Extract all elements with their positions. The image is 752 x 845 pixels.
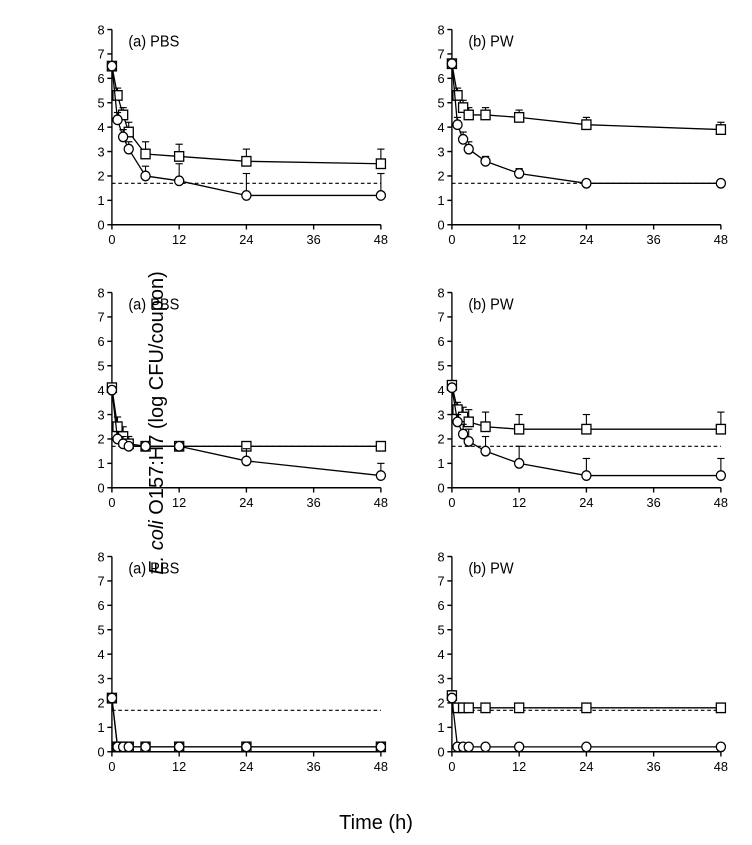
svg-text:(a) PBS: (a) PBS [128, 561, 179, 577]
svg-text:48: 48 [374, 232, 388, 247]
svg-text:6: 6 [98, 71, 105, 86]
svg-text:24: 24 [239, 758, 253, 773]
chart-panel-r3c1: 012345678012243648(a) PBS [80, 547, 390, 780]
svg-text:5: 5 [438, 95, 445, 110]
svg-text:0: 0 [98, 744, 105, 759]
svg-text:3: 3 [98, 144, 105, 159]
svg-text:24: 24 [579, 495, 593, 510]
svg-text:36: 36 [647, 758, 661, 773]
svg-text:12: 12 [172, 758, 186, 773]
svg-text:(b) PW: (b) PW [468, 298, 514, 314]
svg-text:7: 7 [438, 46, 445, 61]
svg-text:3: 3 [98, 407, 105, 422]
svg-text:12: 12 [512, 232, 526, 247]
svg-text:5: 5 [438, 359, 445, 374]
svg-text:2: 2 [438, 695, 445, 710]
svg-text:2: 2 [98, 168, 105, 183]
svg-text:0: 0 [108, 758, 115, 773]
svg-text:6: 6 [98, 334, 105, 349]
svg-text:3: 3 [438, 671, 445, 686]
svg-text:6: 6 [438, 334, 445, 349]
svg-text:8: 8 [98, 285, 105, 300]
svg-text:12: 12 [512, 758, 526, 773]
svg-text:24: 24 [579, 232, 593, 247]
svg-text:0: 0 [98, 481, 105, 496]
svg-text:4: 4 [438, 383, 445, 398]
svg-text:4: 4 [98, 120, 105, 135]
svg-text:5: 5 [98, 359, 105, 374]
svg-text:4: 4 [438, 646, 445, 661]
svg-text:0: 0 [438, 744, 445, 759]
svg-text:8: 8 [438, 22, 445, 37]
svg-text:(a) PBS: (a) PBS [128, 34, 179, 50]
svg-text:0: 0 [448, 232, 455, 247]
svg-text:5: 5 [438, 622, 445, 637]
svg-text:(b) PW: (b) PW [468, 561, 514, 577]
svg-text:48: 48 [714, 758, 728, 773]
chart-panel-r1c2: 012345678012243648(b) PW [420, 20, 730, 253]
svg-text:1: 1 [438, 456, 445, 471]
chart-panel-r2c2: 012345678012243648(b) PW [420, 283, 730, 516]
svg-text:48: 48 [714, 495, 728, 510]
svg-text:4: 4 [438, 120, 445, 135]
x-axis-label: Time (h) [339, 812, 413, 835]
svg-text:1: 1 [98, 456, 105, 471]
svg-text:36: 36 [647, 232, 661, 247]
svg-text:12: 12 [172, 495, 186, 510]
svg-text:0: 0 [448, 495, 455, 510]
svg-text:7: 7 [438, 573, 445, 588]
svg-text:4: 4 [98, 646, 105, 661]
figure: E. coli O157:H7 (log CFU/coupon) Time (h… [0, 0, 752, 845]
svg-text:0: 0 [108, 495, 115, 510]
svg-text:(b) PW: (b) PW [468, 34, 514, 50]
svg-text:2: 2 [98, 695, 105, 710]
panel-grid: 012345678012243648(a) PBS012345678012243… [80, 20, 730, 780]
svg-text:0: 0 [438, 217, 445, 232]
svg-text:48: 48 [714, 232, 728, 247]
svg-text:0: 0 [448, 758, 455, 773]
svg-text:(a) PBS: (a) PBS [128, 298, 179, 314]
svg-text:0: 0 [438, 481, 445, 496]
svg-text:3: 3 [438, 407, 445, 422]
chart-panel-r3c2: 012345678012243648(b) PW [420, 547, 730, 780]
svg-text:3: 3 [98, 671, 105, 686]
svg-text:12: 12 [512, 495, 526, 510]
svg-text:3: 3 [438, 144, 445, 159]
svg-text:36: 36 [307, 758, 321, 773]
svg-text:7: 7 [438, 310, 445, 325]
svg-text:0: 0 [108, 232, 115, 247]
svg-text:48: 48 [374, 495, 388, 510]
svg-text:2: 2 [438, 168, 445, 183]
svg-text:8: 8 [438, 549, 445, 564]
svg-text:24: 24 [239, 495, 253, 510]
svg-text:6: 6 [98, 597, 105, 612]
svg-text:7: 7 [98, 46, 105, 61]
svg-text:1: 1 [438, 193, 445, 208]
svg-text:4: 4 [98, 383, 105, 398]
svg-text:8: 8 [438, 285, 445, 300]
svg-text:24: 24 [579, 758, 593, 773]
svg-text:48: 48 [374, 758, 388, 773]
svg-text:2: 2 [98, 432, 105, 447]
svg-text:12: 12 [172, 232, 186, 247]
svg-text:7: 7 [98, 573, 105, 588]
svg-text:5: 5 [98, 95, 105, 110]
svg-text:36: 36 [307, 232, 321, 247]
svg-text:1: 1 [98, 193, 105, 208]
svg-text:36: 36 [307, 495, 321, 510]
svg-text:5: 5 [98, 622, 105, 637]
svg-text:6: 6 [438, 597, 445, 612]
svg-text:1: 1 [438, 720, 445, 735]
svg-text:1: 1 [98, 720, 105, 735]
svg-text:2: 2 [438, 432, 445, 447]
svg-text:6: 6 [438, 71, 445, 86]
svg-text:24: 24 [239, 232, 253, 247]
svg-text:36: 36 [647, 495, 661, 510]
svg-text:0: 0 [98, 217, 105, 232]
chart-panel-r1c1: 012345678012243648(a) PBS [80, 20, 390, 253]
svg-text:7: 7 [98, 310, 105, 325]
chart-panel-r2c1: 012345678012243648(a) PBS [80, 283, 390, 516]
svg-text:8: 8 [98, 22, 105, 37]
svg-text:8: 8 [98, 549, 105, 564]
